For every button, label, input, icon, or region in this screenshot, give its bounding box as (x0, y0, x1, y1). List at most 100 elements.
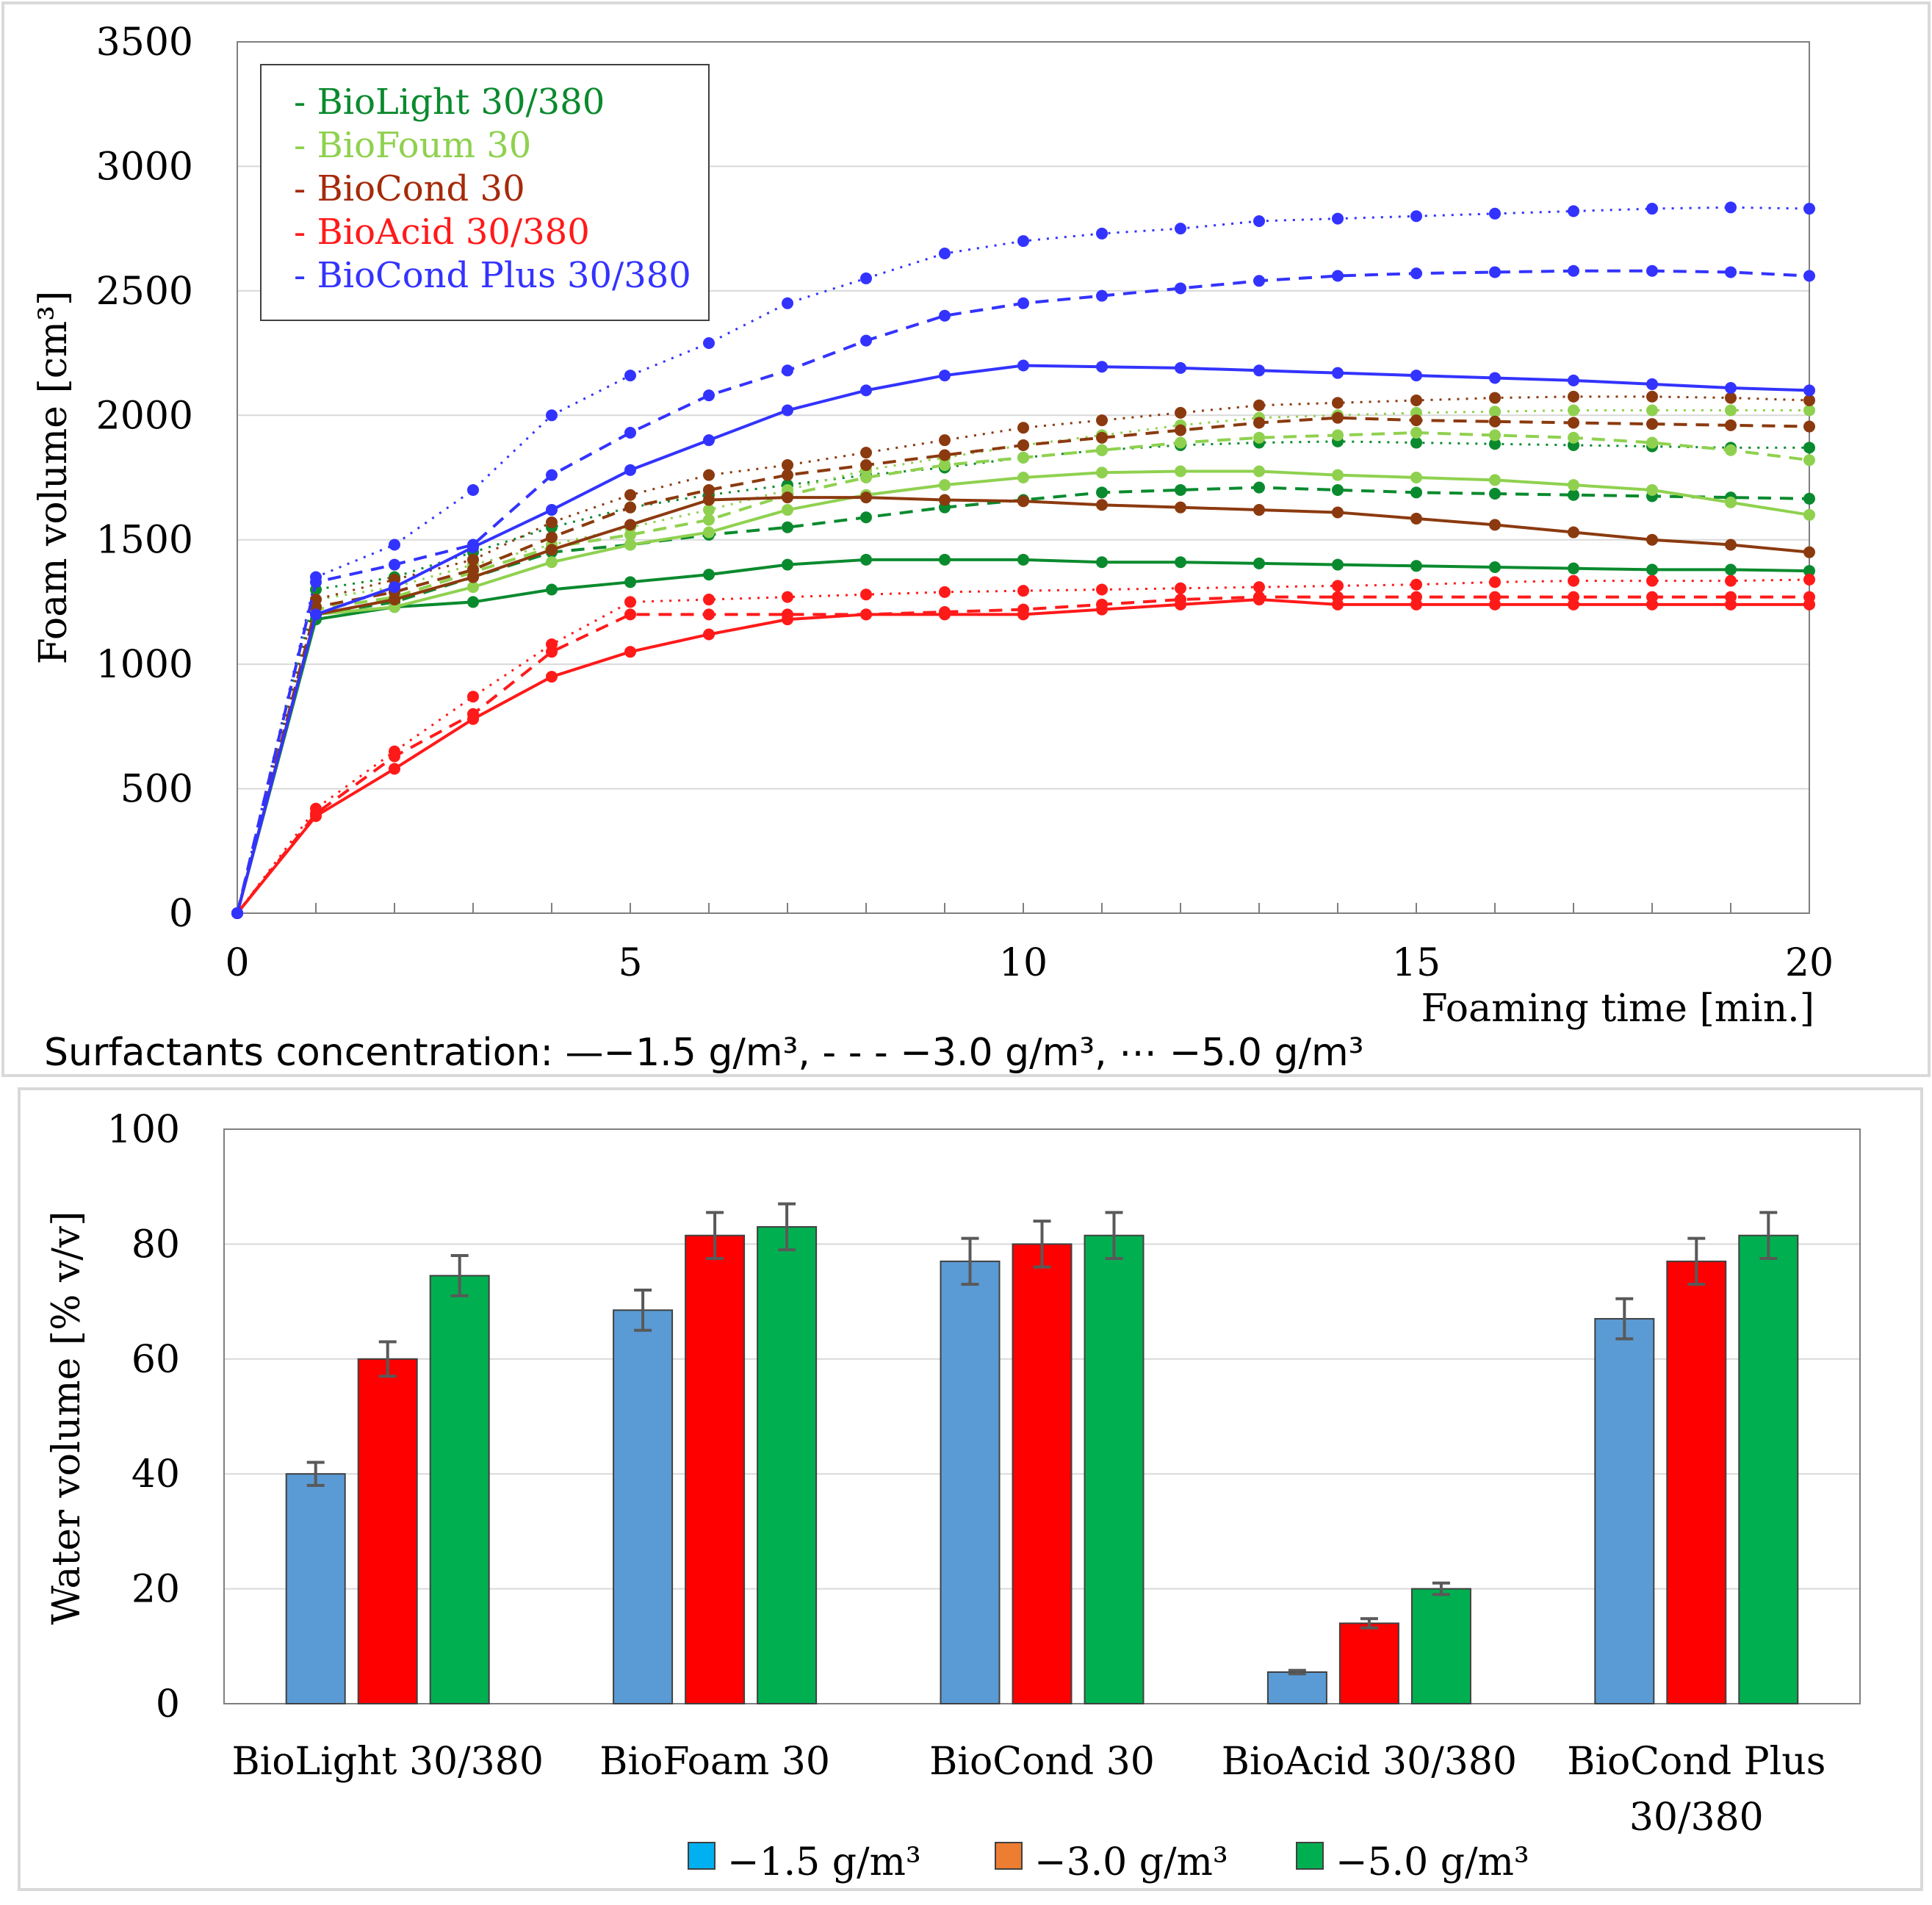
y-tick-label: 80 (131, 1222, 180, 1267)
y-tick-label: 100 (107, 1108, 180, 1152)
data-point (782, 404, 793, 417)
data-point (546, 504, 558, 516)
data-point (1410, 512, 1422, 525)
data-point (467, 596, 479, 608)
data-point (1568, 591, 1579, 603)
data-point (1175, 424, 1186, 436)
data-point (1489, 561, 1501, 573)
data-point (1410, 414, 1422, 427)
line-chart-y-ticks: 0 500 1000 1500 2000 2500 3000 3500 (96, 21, 193, 936)
data-point (1332, 367, 1344, 379)
data-point (467, 691, 479, 703)
data-point (467, 553, 479, 566)
data-point (1646, 378, 1658, 390)
data-point (1489, 438, 1501, 450)
data-point (1725, 591, 1737, 603)
data-point (1253, 399, 1265, 411)
data-point (703, 434, 715, 447)
legend-label-5-0: −5.0 g/m³ (1336, 1840, 1529, 1884)
bar (1410, 1588, 1471, 1705)
category-label: BioFoam 30 (599, 1740, 830, 1784)
data-point (939, 248, 951, 260)
data-point (546, 469, 558, 481)
data-point (624, 576, 636, 588)
data-point (1646, 591, 1658, 603)
data-point (1096, 444, 1108, 456)
data-point (1725, 392, 1737, 404)
data-point (1017, 297, 1029, 309)
data-point (1253, 215, 1265, 227)
data-point (860, 491, 872, 504)
data-point (1646, 575, 1658, 587)
data-point (546, 516, 558, 528)
data-point (546, 531, 558, 544)
data-point (389, 539, 400, 551)
data-point (1568, 575, 1579, 587)
data-point (1803, 508, 1815, 521)
data-point (1410, 370, 1422, 382)
data-point (389, 581, 400, 594)
data-point (546, 544, 558, 556)
legend-item-biocond: - BioCond 30 (294, 168, 525, 209)
series-line (236, 486, 1810, 914)
data-point (1017, 439, 1029, 451)
series-line (236, 395, 1810, 914)
bar (685, 1234, 746, 1705)
legend-label-1-5: −1.5 g/m³ (727, 1840, 921, 1884)
bar (1594, 1318, 1655, 1705)
data-point (703, 569, 715, 581)
line-chart-series (231, 201, 1815, 919)
data-point (1568, 374, 1579, 386)
data-point (782, 297, 793, 309)
data-point (782, 521, 793, 533)
y-tick-label: 40 (131, 1452, 180, 1497)
data-point (703, 594, 715, 606)
bar (285, 1473, 346, 1704)
data-point (1096, 556, 1108, 569)
data-point (1489, 519, 1501, 531)
data-point (1646, 390, 1658, 403)
y-tick-label: 1000 (96, 643, 193, 687)
data-point (1646, 404, 1658, 417)
data-point (1725, 382, 1737, 395)
data-point (1646, 563, 1658, 576)
data-point (1332, 411, 1344, 424)
data-point (624, 519, 636, 531)
data-point (1017, 603, 1029, 616)
data-point (1725, 444, 1737, 456)
y-tick-label: 3000 (96, 145, 193, 189)
data-point (1568, 205, 1579, 217)
data-point (1253, 364, 1265, 377)
series-biocond-plus-30-380-5-0 (231, 201, 1815, 919)
data-point (1096, 361, 1108, 373)
data-point (467, 707, 479, 720)
data-point (1646, 483, 1658, 496)
data-point (782, 491, 793, 504)
y-tick-label: 2000 (96, 394, 193, 438)
data-point (1646, 436, 1658, 449)
data-point (1803, 454, 1815, 467)
bar (1666, 1260, 1727, 1704)
data-point (1017, 359, 1029, 372)
x-tick-label: 0 (225, 941, 249, 985)
data-point (1096, 499, 1108, 511)
data-point (1725, 419, 1737, 431)
data-point (703, 526, 715, 539)
data-point (1646, 533, 1658, 546)
data-point (1410, 486, 1422, 499)
data-point (467, 563, 479, 576)
data-point (1253, 557, 1265, 569)
data-point (782, 591, 793, 603)
data-point (1253, 591, 1265, 603)
data-point (860, 334, 872, 347)
data-point (467, 483, 479, 496)
data-point (1489, 474, 1501, 486)
data-point (1253, 504, 1265, 516)
data-point (467, 539, 479, 551)
data-point (1568, 489, 1579, 501)
y-tick-label: 500 (120, 768, 193, 812)
data-point (782, 608, 793, 621)
data-point (1017, 422, 1029, 434)
